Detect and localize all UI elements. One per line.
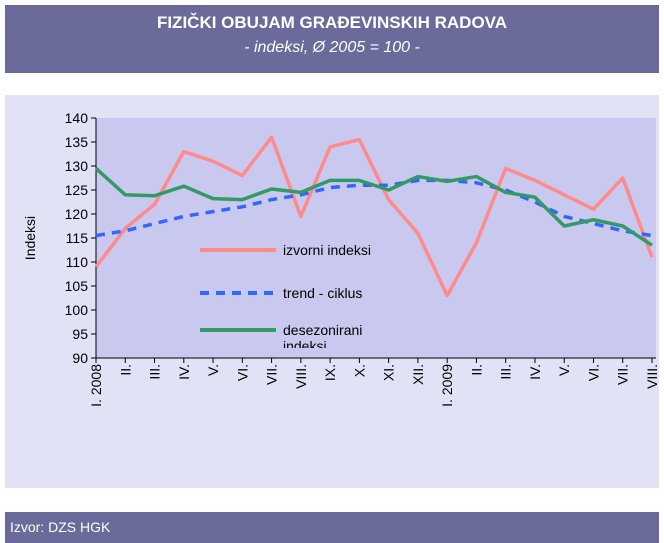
y-tick-label: 135: [65, 134, 89, 150]
x-tick-label: VII.: [264, 364, 280, 385]
source: Izvor: DZS HGK: [10, 519, 111, 535]
y-tick-label: 140: [65, 110, 89, 126]
legend-label: izvorni indeksi: [283, 242, 371, 258]
x-tick-label: V.: [205, 364, 221, 376]
x-tick-label: IX.: [322, 364, 338, 381]
x-tick-label: VIII.: [644, 364, 660, 389]
x-tick-label: VIII.: [293, 364, 309, 389]
y-axis-label: Indeksi: [22, 216, 38, 260]
series-line: [94, 167, 653, 247]
footer-band: [5, 512, 659, 543]
y-tick-label: 90: [72, 350, 88, 366]
x-tick-label: I. 2009: [439, 364, 455, 407]
y-tick-label: 130: [65, 158, 89, 174]
x-tick-label: III.: [147, 364, 163, 380]
x-tick-label: XII.: [410, 364, 426, 385]
x-tick-label: XI.: [381, 364, 397, 381]
series-line: [94, 135, 654, 298]
chart-subtitle: - indeksi, Ø 2005 = 100 -: [244, 39, 420, 56]
y-tick-label: 105: [65, 278, 89, 294]
x-tick-label: VI.: [585, 364, 601, 381]
x-tick-label: IV.: [527, 364, 543, 380]
legend-label: trend - ciklus: [283, 285, 363, 301]
x-tick-label: IV.: [176, 364, 192, 380]
x-tick-label: VI.: [234, 364, 250, 381]
y-tick-label: 100: [65, 302, 89, 318]
y-tick-label: 95: [72, 326, 88, 342]
y-tick-label: 110: [66, 254, 89, 270]
y-tick-label: 120: [65, 206, 89, 222]
x-tick-label: X.: [351, 364, 367, 377]
x-tick-label: II.: [468, 364, 484, 376]
header-band: [5, 5, 659, 73]
y-tick-label: 125: [65, 182, 89, 198]
legend-label: desezonirani indeksi: [283, 322, 363, 348]
x-tick-label: III.: [498, 364, 514, 380]
chart-title: FIZIČKI OBUJAM GRAĐEVINSKIH RADOVA: [157, 13, 507, 32]
x-tick-label: II.: [117, 364, 133, 376]
x-tick-label: VII.: [615, 364, 631, 385]
x-tick-label: I. 2008: [88, 364, 104, 407]
y-tick-label: 115: [66, 230, 89, 246]
plot-area: [96, 118, 656, 358]
x-tick-label: V.: [556, 364, 572, 376]
